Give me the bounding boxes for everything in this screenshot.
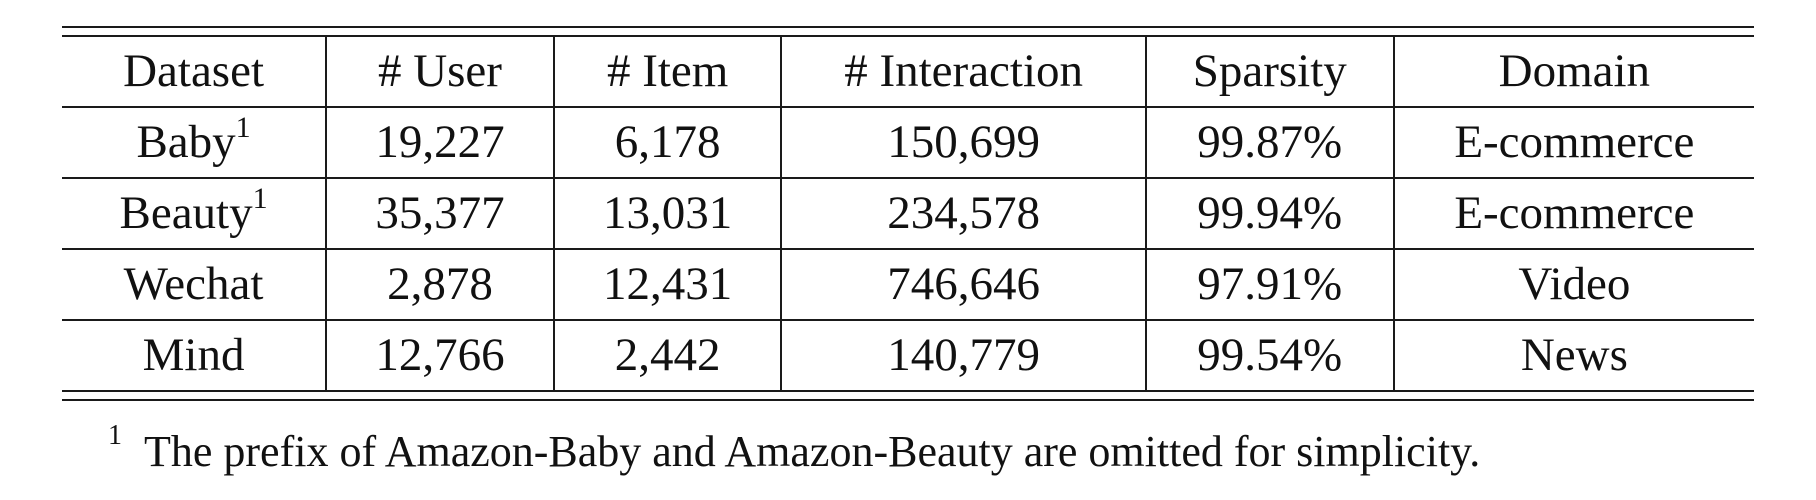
- cell-interaction: 150,699: [780, 107, 1146, 179]
- footnote-text: The prefix of Amazon-Baby and Amazon-Bea…: [144, 427, 1481, 476]
- cell-sparsity: 99.87%: [1144, 107, 1394, 179]
- cell-dataset: Mind: [62, 320, 326, 390]
- header-interaction: # Interaction: [780, 37, 1146, 108]
- cell-domain: Video: [1392, 249, 1754, 321]
- cell-user: 19,227: [325, 107, 554, 179]
- table-row: Baby1 19,227 6,178 150,699 99.87% E-comm…: [62, 107, 1754, 179]
- header-dataset: Dataset: [62, 37, 327, 108]
- dataset-statistics-table-wrapper: Dataset # User # Item # Interaction Spar…: [62, 26, 1754, 401]
- table-footnote: 1 The prefix of Amazon-Baby and Amazon-Be…: [108, 422, 1480, 482]
- cell-interaction: 234,578: [780, 178, 1146, 250]
- cell-interaction: 140,779: [780, 320, 1146, 390]
- cell-user: 2,878: [325, 249, 554, 321]
- cell-domain: E-commerce: [1392, 178, 1754, 250]
- footnote-number: 1: [108, 420, 122, 451]
- dataset-name: Mind: [142, 329, 245, 381]
- dataset-name: Baby: [136, 116, 236, 168]
- cell-user: 12,766: [325, 320, 554, 390]
- cell-item: 13,031: [552, 178, 782, 250]
- cell-dataset: Baby1: [62, 107, 327, 179]
- dataset-statistics-table: Dataset # User # Item # Interaction Spar…: [62, 37, 1754, 390]
- cell-domain: E-commerce: [1392, 107, 1754, 179]
- cell-item: 2,442: [552, 320, 782, 390]
- cell-interaction: 746,646: [780, 249, 1146, 321]
- footnote-marker: 1: [235, 111, 251, 144]
- header-sparsity: Sparsity: [1144, 37, 1394, 108]
- table-row: Wechat 2,878 12,431 746,646 97.91% Video: [62, 249, 1754, 321]
- cell-user: 35,377: [325, 178, 554, 250]
- dataset-name: Beauty: [119, 187, 253, 239]
- header-item: # Item: [552, 37, 782, 108]
- cell-dataset: Wechat: [62, 249, 327, 321]
- table-top-double-rule: [62, 26, 1754, 37]
- footnote-marker: 1: [252, 182, 268, 215]
- table-bottom-double-rule: [62, 390, 1754, 401]
- cell-item: 6,178: [552, 107, 782, 179]
- header-user: # User: [325, 37, 554, 108]
- cell-sparsity: 99.54%: [1144, 320, 1394, 390]
- cell-item: 12,431: [552, 249, 782, 321]
- cell-sparsity: 97.91%: [1144, 249, 1394, 321]
- cell-domain: News: [1392, 320, 1754, 390]
- cell-dataset: Beauty1: [62, 178, 327, 250]
- header-domain: Domain: [1392, 37, 1754, 108]
- dataset-name: Wechat: [123, 258, 264, 310]
- table-row: Mind 12,766 2,442 140,779 99.54% News: [62, 320, 1754, 390]
- table-header-row: Dataset # User # Item # Interaction Spar…: [62, 37, 1754, 108]
- table-row: Beauty1 35,377 13,031 234,578 99.94% E-c…: [62, 178, 1754, 250]
- cell-sparsity: 99.94%: [1144, 178, 1394, 250]
